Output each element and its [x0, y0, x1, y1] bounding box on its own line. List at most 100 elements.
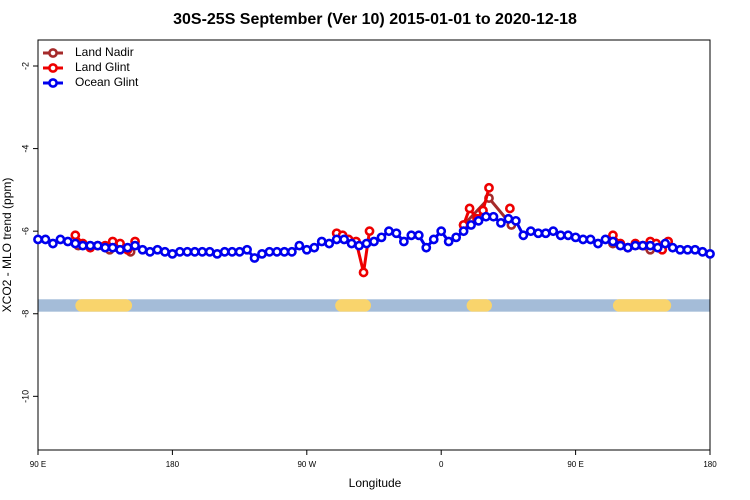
point: [660, 238, 671, 249]
point: [645, 240, 656, 251]
x-axis-label: Longitude: [349, 476, 402, 490]
point: [540, 228, 551, 239]
y-axis-label: XCO2 - MLO trend (ppm): [0, 178, 14, 313]
point: [346, 238, 357, 249]
land-span: [75, 299, 133, 312]
point: [504, 203, 515, 214]
legend-label: Ocean Glint: [75, 75, 139, 89]
point: [428, 234, 439, 245]
chart-title: 30S-25S September (Ver 10) 2015-01-01 to…: [173, 11, 577, 28]
ocean-band: [38, 299, 710, 312]
point: [40, 234, 51, 245]
point: [484, 182, 494, 193]
point: [152, 244, 163, 255]
point: [697, 246, 708, 257]
legend-label: Land Nadir: [75, 45, 134, 59]
point: [294, 240, 305, 251]
point: [324, 238, 335, 249]
point: [533, 228, 544, 239]
point: [219, 246, 230, 257]
point: [242, 244, 252, 255]
point: [62, 236, 73, 247]
point: [376, 232, 387, 243]
point: [369, 236, 379, 247]
point: [652, 242, 663, 253]
point: [481, 211, 491, 222]
point: [182, 246, 193, 257]
y-tick-label: -2: [20, 62, 30, 70]
point: [331, 234, 342, 245]
plot-frame: [37, 39, 711, 451]
land-span: [335, 299, 372, 312]
point: [189, 246, 200, 257]
point: [555, 230, 566, 241]
point: [563, 230, 574, 241]
point: [358, 267, 369, 278]
point: [204, 246, 215, 257]
point: [615, 240, 626, 251]
point: [227, 246, 238, 257]
point: [667, 242, 678, 253]
point: [585, 234, 596, 245]
point: [637, 240, 648, 251]
point: [48, 238, 58, 249]
point: [436, 226, 447, 237]
point: [70, 230, 81, 241]
point: [413, 230, 424, 241]
point: [257, 248, 267, 259]
point: [406, 230, 417, 241]
point: [115, 244, 126, 255]
point: [503, 213, 514, 224]
point: [690, 244, 700, 255]
point: [488, 211, 499, 222]
point: [443, 236, 454, 247]
point: [145, 246, 155, 257]
point: [272, 246, 282, 257]
point: [391, 228, 402, 239]
point: [548, 226, 559, 237]
point: [137, 244, 148, 255]
land-span: [612, 299, 672, 312]
point: [107, 242, 118, 253]
legend-label: Land Glint: [75, 60, 130, 74]
point: [234, 246, 245, 257]
y-tick-label: -10: [20, 390, 30, 403]
legend-marker: [48, 78, 58, 88]
point: [70, 238, 81, 249]
y-tick-label: -8: [20, 310, 30, 318]
point: [286, 246, 297, 257]
y-tick-label: -6: [20, 227, 30, 235]
point: [33, 234, 43, 245]
x-tick-label: 90 W: [297, 460, 316, 469]
point: [160, 246, 170, 257]
point: [316, 236, 327, 247]
point: [212, 248, 223, 259]
point: [473, 215, 484, 226]
point: [279, 246, 290, 257]
point: [122, 242, 133, 253]
point: [361, 238, 372, 249]
x-tick-label: 90 E: [30, 460, 46, 469]
y-tick-label: -4: [20, 145, 30, 153]
point: [466, 220, 476, 230]
point: [421, 242, 432, 253]
point: [600, 234, 611, 245]
x-tick-label: 90 E: [567, 460, 583, 469]
point: [309, 242, 320, 253]
point: [301, 244, 312, 255]
x-tick-label: 180: [703, 460, 717, 469]
point: [197, 246, 208, 257]
point: [398, 236, 409, 247]
point: [518, 230, 529, 241]
x-tick-label: 0: [439, 460, 444, 469]
point: [264, 246, 275, 257]
point: [464, 203, 475, 214]
point: [167, 248, 178, 259]
point: [622, 242, 633, 253]
point: [92, 240, 103, 251]
point: [675, 244, 686, 255]
point: [451, 232, 462, 243]
point: [77, 240, 88, 251]
